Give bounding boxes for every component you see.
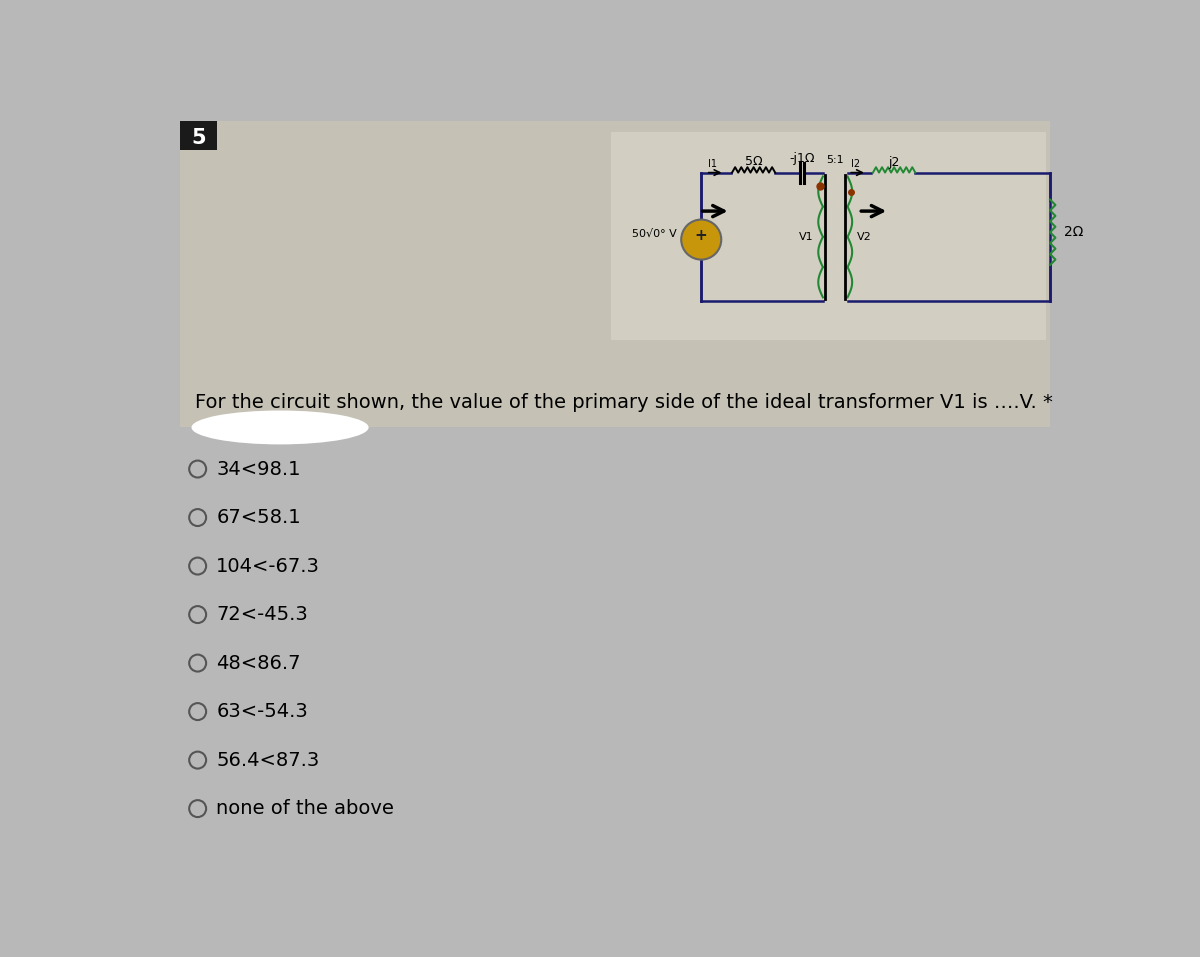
Text: 104<-67.3: 104<-67.3	[216, 557, 320, 575]
Circle shape	[682, 219, 721, 259]
Text: V1: V1	[799, 232, 814, 242]
Text: none of the above: none of the above	[216, 799, 394, 818]
Text: 5: 5	[191, 128, 205, 148]
Bar	[611, 132, 1046, 340]
Text: 34<98.1: 34<98.1	[216, 459, 301, 478]
Text: I1: I1	[708, 159, 718, 169]
Ellipse shape	[192, 411, 368, 444]
Text: -j1Ω: -j1Ω	[790, 152, 815, 166]
Text: 5Ω: 5Ω	[745, 155, 762, 168]
Text: 67<58.1: 67<58.1	[216, 508, 301, 527]
Text: 48<86.7: 48<86.7	[216, 654, 301, 673]
Text: V2: V2	[857, 232, 872, 242]
Text: 56.4<87.3: 56.4<87.3	[216, 750, 319, 769]
Bar	[180, 121, 217, 150]
Text: 72<-45.3: 72<-45.3	[216, 605, 308, 624]
Text: j2: j2	[888, 156, 900, 169]
Text: 50√0° V: 50√0° V	[632, 229, 677, 238]
Text: 63<-54.3: 63<-54.3	[216, 702, 308, 721]
Bar	[180, 121, 1050, 375]
Text: 5:1: 5:1	[827, 155, 844, 166]
Text: 2Ω: 2Ω	[1064, 225, 1084, 239]
Text: For the circuit shown, the value of the primary side of the ideal transformer V1: For the circuit shown, the value of the …	[196, 392, 1054, 412]
Text: I2: I2	[851, 159, 860, 169]
Text: +: +	[695, 228, 708, 243]
Bar	[180, 375, 1050, 428]
